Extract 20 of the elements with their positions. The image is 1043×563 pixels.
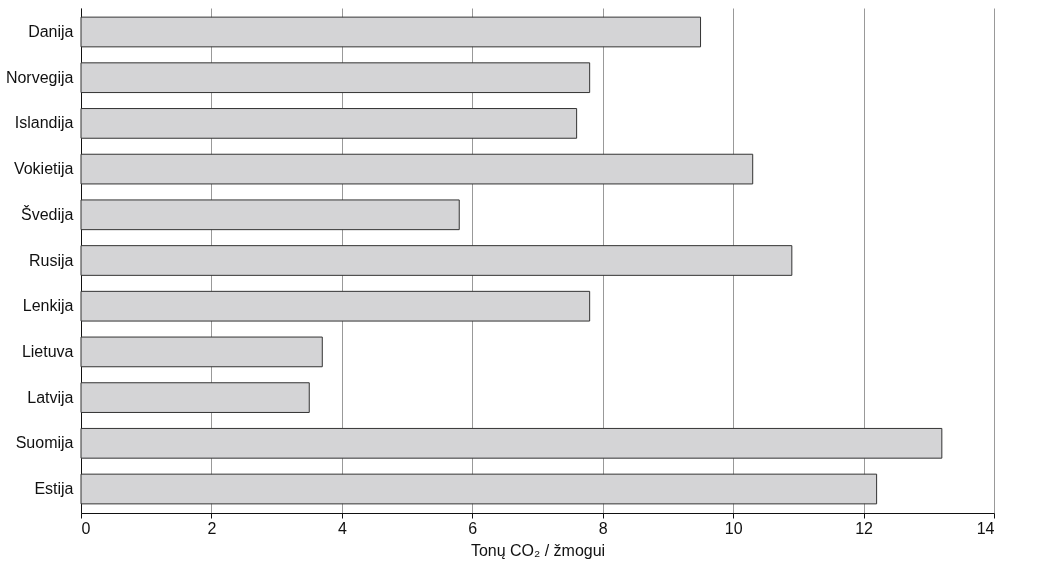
x-axis-title: Tonų CO₂ / žmogui [470, 541, 606, 559]
y-tick-label: Lenkija [22, 297, 74, 315]
x-tick-label: 2 [207, 519, 217, 537]
y-tick-label: Danija [28, 22, 74, 40]
x-tick-label: 8 [598, 519, 608, 537]
x-tick-label: 10 [724, 519, 743, 537]
x-tick-label: 14 [976, 519, 995, 537]
y-tick-label: Estija [34, 480, 74, 498]
x-tick-label: 0 [81, 519, 91, 537]
y-tick-label: Švedija [21, 204, 74, 223]
y-tick-label: Islandija [14, 114, 74, 132]
x-tick-label: 12 [855, 519, 874, 537]
y-tick-label: Norvegija [5, 68, 74, 86]
x-tick-label: 4 [337, 519, 347, 537]
y-tick-label: Suomija [15, 434, 74, 452]
y-tick-label: Rusija [29, 251, 74, 269]
x-tick-label: 6 [468, 519, 478, 537]
y-tick-label: Latvija [27, 388, 74, 406]
y-tick-label: Vokietija [13, 160, 74, 178]
y-tick-label: Lietuva [21, 342, 74, 360]
